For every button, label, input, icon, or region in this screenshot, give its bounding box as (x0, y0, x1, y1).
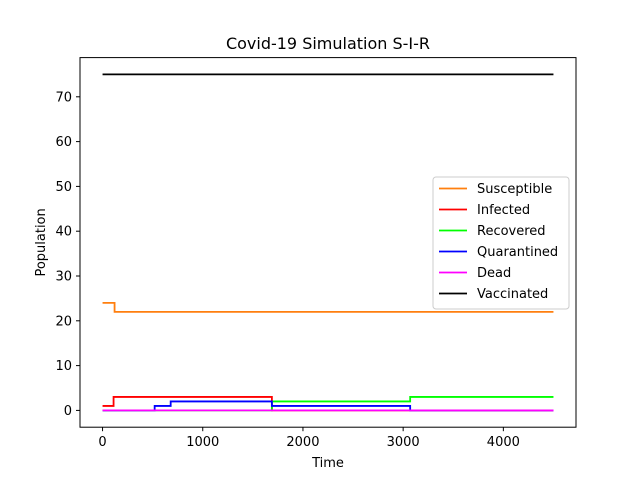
legend-label-susceptible: Susceptible (477, 182, 552, 197)
legend-label-infected: Infected (477, 203, 530, 218)
series-line-quarantined (102, 400, 554, 412)
axes-frame (79, 57, 577, 428)
legend-label-vaccinated: Vaccinated (477, 287, 548, 302)
x-tick-label: 4000 (487, 435, 520, 450)
y-axis: 0 10 20 30 40 50 60 70 (55, 90, 80, 419)
x-axis: 0 1000 2000 3000 4000 (98, 427, 520, 450)
y-tick-label: 30 (55, 270, 72, 285)
y-tick-label: 10 (55, 359, 72, 374)
y-tick-label: 60 (55, 135, 72, 150)
y-axis-label: Population (34, 208, 49, 276)
y-tick-label: 50 (55, 180, 72, 195)
x-tick-label: 0 (98, 435, 106, 450)
y-tick-label: 70 (55, 90, 72, 105)
legend-label-quarantined: Quarantined (477, 245, 558, 260)
plot-area (102, 73, 554, 412)
series-line-susceptible (102, 301, 554, 313)
legend-label-recovered: Recovered (477, 224, 546, 239)
x-tick-label: 3000 (387, 435, 420, 450)
legend-label-dead: Dead (477, 266, 511, 281)
y-tick-label: 40 (55, 225, 72, 240)
y-tick-label: 0 (64, 404, 72, 419)
x-axis-label: Time (311, 456, 344, 471)
x-tick-label: 1000 (186, 435, 219, 450)
x-tick-label: 2000 (286, 435, 319, 450)
legend: Susceptible Infected Recovered Quarantined D… (432, 176, 570, 310)
y-tick-label: 20 (55, 314, 72, 329)
chart-title: Covid-19 Simulation S-I-R (226, 34, 430, 53)
